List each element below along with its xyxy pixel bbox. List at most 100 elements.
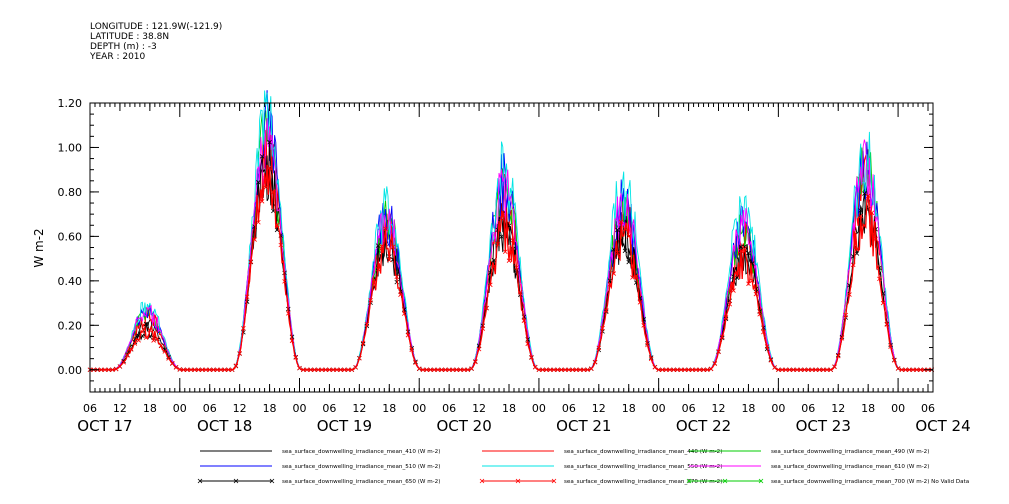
x-hour-tick-label: 06 [682, 402, 696, 415]
series-marker-7 [390, 244, 396, 250]
x-hour-tick-label: 00 [293, 402, 307, 415]
series-marker-7 [746, 281, 751, 287]
series-marker-7 [476, 346, 482, 352]
series-marker-7 [282, 279, 287, 284]
series-marker-7 [330, 367, 336, 373]
series-marker-7 [880, 300, 886, 306]
series-marker-7 [192, 367, 198, 373]
series-marker-7 [372, 277, 377, 283]
series-marker-7 [719, 334, 725, 340]
series-marker-7 [214, 367, 220, 373]
series-marker-7 [697, 367, 703, 373]
series-marker-7 [910, 367, 916, 373]
series-marker-7 [820, 367, 826, 373]
series-marker-7 [918, 367, 923, 373]
longitude-label: LONGITUDE : 121.9W(-121.9) [90, 22, 223, 32]
x-hour-tick-label: 18 [382, 402, 396, 415]
series-marker-7 [345, 367, 351, 373]
series-marker-7 [630, 275, 635, 280]
series-marker-7 [899, 367, 905, 373]
series-marker-7 [405, 332, 411, 338]
series-marker-7 [244, 294, 250, 300]
legend-marker [686, 478, 692, 484]
series-marker-7 [199, 367, 205, 373]
y-tick-label: 0.20 [58, 319, 83, 332]
series-marker-7 [155, 336, 160, 341]
series-marker-7 [323, 367, 328, 373]
series-marker-7 [241, 326, 246, 331]
x-day-label: OCT 21 [556, 417, 611, 435]
series-marker-7 [903, 367, 908, 373]
series-marker-7 [798, 367, 804, 373]
series-marker-7 [615, 250, 620, 256]
series-marker-7 [368, 298, 373, 303]
x-hour-tick-label: 12 [472, 402, 486, 415]
x-day-label: OCT 18 [197, 417, 252, 435]
series-marker-7 [379, 244, 385, 249]
series-marker-7 [98, 367, 104, 373]
legend-marker [269, 478, 275, 484]
legend-label: sea_surface_downwelling_irradiance_mean_… [771, 479, 969, 485]
series-marker-7 [603, 308, 609, 313]
series-marker-7 [312, 367, 317, 373]
series-marker-7 [873, 236, 878, 242]
series-marker-7 [757, 311, 762, 317]
series-marker-7 [517, 290, 523, 295]
series-marker-7 [832, 364, 837, 370]
series-marker-7 [892, 358, 897, 363]
series-line-4 [90, 90, 933, 371]
x-hour-tick-label: 12 [592, 402, 606, 415]
series-marker-7 [117, 364, 123, 369]
series-marker-7 [577, 367, 583, 373]
series-marker-7 [716, 349, 721, 354]
y-tick-label: 1.20 [58, 97, 83, 110]
series-marker-7 [907, 367, 912, 373]
series-marker-7 [360, 340, 366, 346]
legend-label: sea_surface_downwelling_irradiance_mean_… [564, 449, 722, 455]
series-marker-7 [712, 361, 718, 366]
series-marker-7 [319, 367, 325, 373]
series-marker-7 [656, 367, 661, 373]
series-marker-7 [544, 367, 549, 373]
legend-label: sea_surface_downwelling_irradiance_mean_… [282, 479, 440, 485]
y-tick-label: 0.80 [58, 186, 83, 199]
series-marker-7 [574, 367, 579, 373]
series-marker-7 [525, 341, 530, 347]
x-hour-tick-label: 06 [322, 402, 336, 415]
series-marker-7 [536, 367, 542, 373]
series-marker-7 [491, 264, 497, 269]
x-hour-tick-label: 18 [741, 402, 755, 415]
series-marker-7 [293, 355, 299, 360]
series-marker-7 [443, 367, 448, 373]
series-marker-7 [727, 301, 733, 307]
x-hour-tick-label: 18 [502, 402, 516, 415]
series-marker-7 [263, 185, 269, 190]
y-tick-label: 0.60 [58, 230, 83, 243]
series-marker-6 [742, 244, 747, 249]
legend-marker [515, 478, 521, 484]
series-marker-7 [794, 367, 800, 373]
series-marker-7 [858, 213, 863, 219]
series-marker-7 [660, 367, 665, 373]
legend-label: sea_surface_downwelling_irradiance_mean_… [282, 449, 440, 455]
series-marker-7 [847, 292, 852, 297]
series-marker-7 [877, 276, 882, 282]
series-marker-7 [690, 367, 695, 373]
series-marker-7 [353, 364, 358, 370]
series-marker-7 [450, 367, 456, 373]
series-marker-7 [607, 282, 613, 287]
series-marker-7 [806, 367, 811, 373]
series-marker-6 [746, 250, 751, 256]
series-marker-7 [865, 193, 871, 199]
series-marker-7 [413, 360, 418, 366]
series-marker-6 [615, 227, 620, 233]
series-marker-7 [218, 367, 224, 373]
series-marker-7 [734, 273, 740, 278]
series-marker-7 [401, 311, 407, 316]
series-marker-7 [787, 367, 792, 373]
series-marker-7 [652, 364, 658, 370]
series-marker-6 [854, 251, 860, 256]
x-day-label: OCT 17 [77, 417, 132, 435]
series-marker-6 [499, 234, 504, 239]
series-marker-7 [428, 367, 433, 373]
